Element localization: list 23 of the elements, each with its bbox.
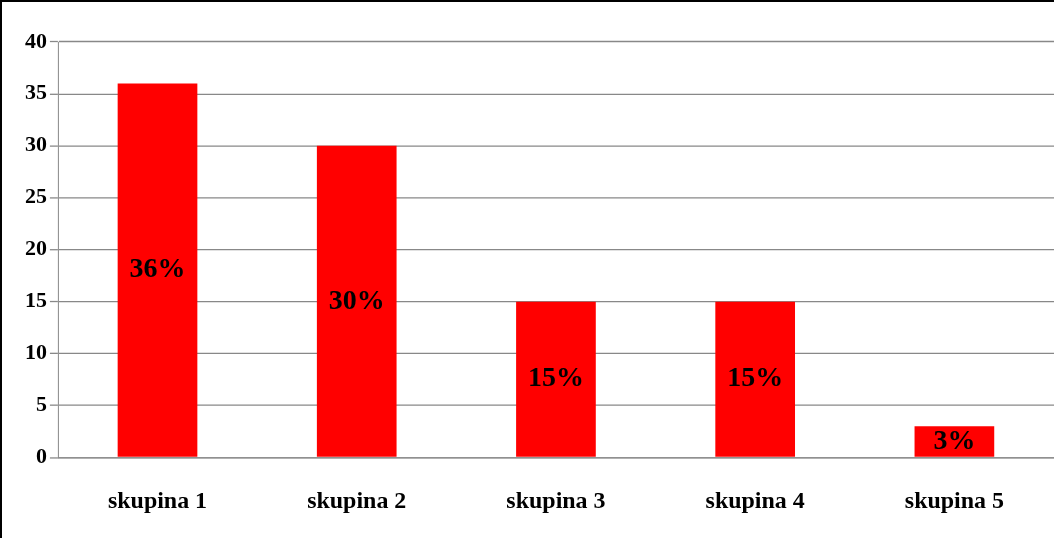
y-tick-label: 5 — [35, 391, 47, 417]
bar — [715, 301, 796, 457]
data-label: 15% — [528, 361, 584, 393]
x-tick-label: skupina 5 — [904, 486, 1005, 513]
y-tick-label: 15 — [24, 287, 47, 313]
y-tick-label: 10 — [24, 339, 47, 365]
y-tick-label: 25 — [24, 183, 47, 209]
bar — [516, 301, 596, 457]
x-tick-label: skupina 2 — [307, 486, 407, 513]
y-tick-label: 30 — [24, 131, 47, 157]
data-label: 15% — [727, 361, 784, 393]
bar — [316, 145, 397, 457]
data-label: 30% — [328, 283, 385, 315]
x-tick-label: skupina 4 — [705, 486, 805, 513]
bar — [117, 83, 198, 457]
x-tick-label: skupina 1 — [107, 486, 208, 513]
data-label: 36% — [129, 252, 186, 284]
data-label: 3% — [933, 423, 976, 455]
y-tick-label: 35 — [24, 79, 47, 105]
y-tick-label: 0 — [35, 443, 47, 469]
y-tick-label: 40 — [24, 27, 47, 53]
x-tick-label: skupina 3 — [506, 486, 606, 513]
y-tick-label: 20 — [24, 235, 47, 261]
